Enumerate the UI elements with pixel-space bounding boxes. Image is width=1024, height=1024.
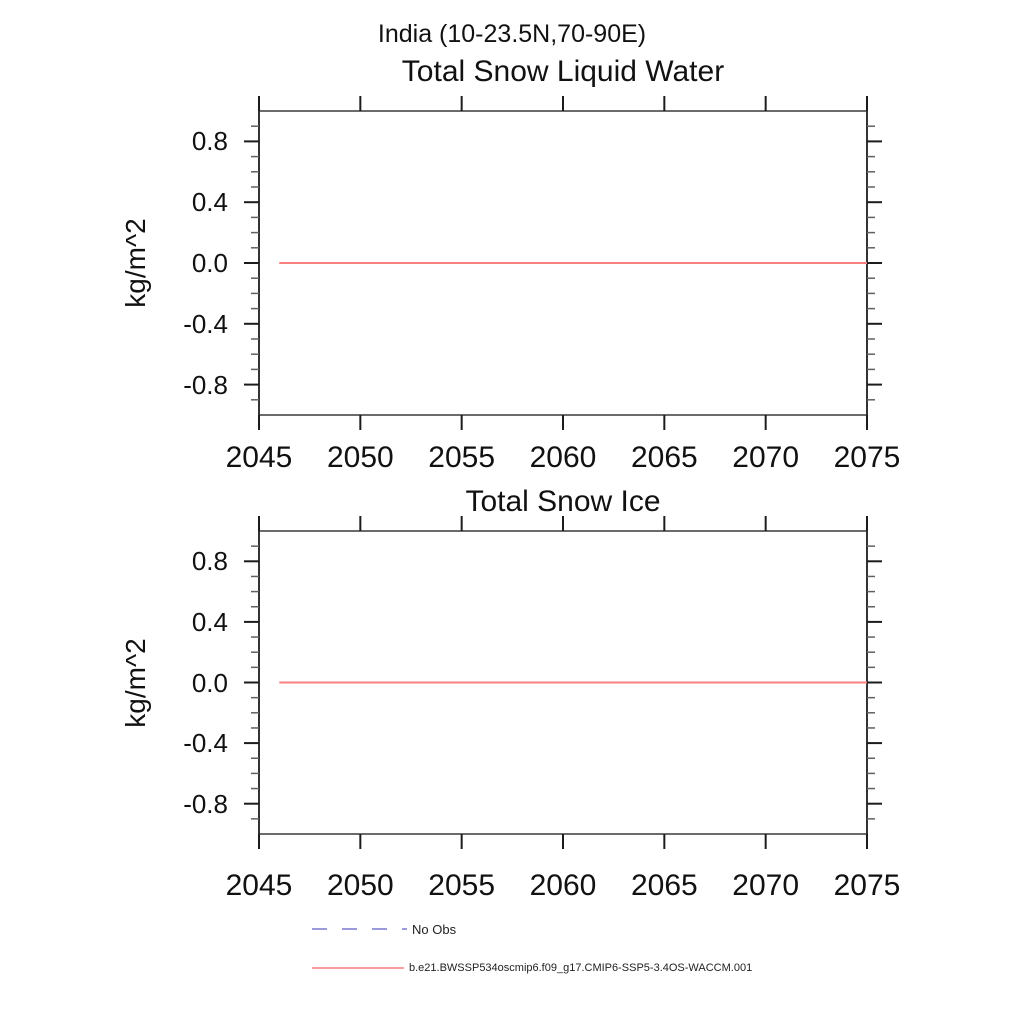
x-tick-label: 2045 [225,441,293,474]
x-tick-label: 2065 [630,869,698,902]
legend-item-no-obs: No Obs [312,921,456,937]
x-tick-label: 2070 [732,869,800,902]
x-tick-label: 2045 [225,869,293,902]
x-tick-label: 2075 [833,869,901,902]
x-tick-label: 2055 [428,869,496,902]
no-obs-dashed-line-icon [312,928,407,930]
x-tick-label: 2055 [428,441,496,474]
x-tick-label: 2050 [326,441,394,474]
y-tick-label: 0.0 [191,667,228,698]
y-tick-label: 0.4 [191,187,228,218]
y-tick-label: -0.8 [183,369,228,400]
legend-item-model: b.e21.BWSSP534oscmip6.f09_g17.CMIP6-SSP5… [312,961,752,975]
y-tick-label: -0.4 [183,728,228,759]
model-solid-line-icon [312,967,404,969]
y-tick-label: 0.8 [191,546,228,577]
page-title: India (10-23.5N,70-90E) [377,20,647,48]
legend-label-no-obs: No Obs [412,921,457,937]
legend-label-model-run: b.e21.BWSSP534oscmip6.f09_g17.CMIP6-SSP5… [409,962,753,974]
y-tick-label: 0.8 [191,126,228,157]
x-tick-label: 2065 [630,441,698,474]
x-tick-label: 2070 [732,441,800,474]
x-tick-label: 2075 [833,441,901,474]
y-tick-label: -0.4 [183,308,228,339]
x-tick-label: 2060 [529,441,597,474]
panel1-title: Total Snow Liquid Water [401,55,725,88]
y-tick-label: 0.4 [191,606,228,637]
y-tick-label: -0.8 [183,788,228,819]
y-tick-label: 0.0 [191,248,228,278]
x-tick-label: 2060 [529,869,597,902]
x-tick-label: 2050 [326,869,394,902]
panel2-title: Total Snow Ice [465,485,661,518]
